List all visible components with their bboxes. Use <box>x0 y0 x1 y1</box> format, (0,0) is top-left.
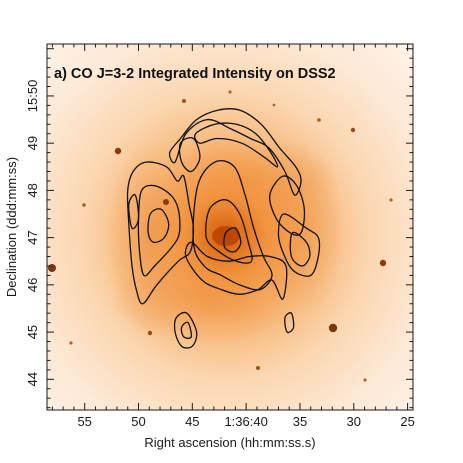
y-axis-title: Declination (ddd:mm:ss) <box>4 157 19 297</box>
star <box>328 323 338 333</box>
contour-northern-arc-inner <box>194 122 279 168</box>
y-tick-label: 47 <box>25 230 40 244</box>
star <box>272 103 276 107</box>
y-tick-label: 48 <box>25 183 40 197</box>
star <box>163 199 169 205</box>
contour-eastern-spur <box>269 175 306 236</box>
contour-southwest-blob-inner <box>180 321 193 339</box>
star <box>48 264 56 272</box>
star <box>317 118 321 122</box>
star <box>114 147 122 155</box>
contour-western-arm-inner <box>137 184 181 277</box>
contour-south-small-blob <box>284 312 295 334</box>
spiral-arm-glow-east <box>255 145 345 315</box>
y-tick-label: 49 <box>25 136 40 150</box>
dss2-optical-image <box>47 44 413 410</box>
contour-southern-arc <box>184 241 288 300</box>
contour-northwest-clump <box>178 137 201 173</box>
contour-northern-arc <box>168 107 302 196</box>
x-tick-label: 50 <box>131 414 145 429</box>
x-tick-label: 30 <box>347 414 361 429</box>
star <box>147 330 153 336</box>
galaxy-nucleus <box>212 226 240 246</box>
contour-southwest-blob <box>173 311 198 349</box>
contour-nuclear-bar <box>192 160 273 291</box>
star <box>256 366 260 370</box>
x-tick-label: 25 <box>400 414 414 429</box>
x-tick-label: 1:36:40 <box>224 414 267 429</box>
contour-eastern-knot-inner <box>289 231 311 267</box>
star <box>182 99 186 103</box>
star <box>350 127 356 133</box>
axis-ticks: 55 50 45 1:36:40 35 30 25 44 45 46 47 48 49 15:50 <box>25 44 415 429</box>
x-tick-label: 35 <box>293 414 307 429</box>
star <box>228 90 232 94</box>
star <box>69 341 73 345</box>
y-tick-label: 46 <box>25 278 40 292</box>
star <box>82 203 86 207</box>
contour-western-arm-core <box>147 208 170 244</box>
co-contours <box>126 107 321 349</box>
plot-frame <box>46 43 414 411</box>
contour-far-west-blob <box>128 193 140 230</box>
y-tick-label: 44 <box>25 372 40 386</box>
star <box>363 378 367 382</box>
y-tick-label: 15:50 <box>25 80 40 113</box>
contour-nuclear-bar-inner <box>205 199 253 264</box>
x-tick-label: 55 <box>77 414 91 429</box>
y-tick-label: 45 <box>25 325 40 339</box>
star <box>379 259 387 267</box>
contour-nucleus-core <box>223 227 242 253</box>
panel-title: a) CO J=3-2 Integrated Intensity on DSS2 <box>54 66 336 82</box>
contour-eastern-knot <box>277 213 321 277</box>
x-axis-title: Right ascension (hh:mm:ss.s) <box>144 435 315 450</box>
star <box>389 198 393 202</box>
x-tick-label: 45 <box>185 414 199 429</box>
